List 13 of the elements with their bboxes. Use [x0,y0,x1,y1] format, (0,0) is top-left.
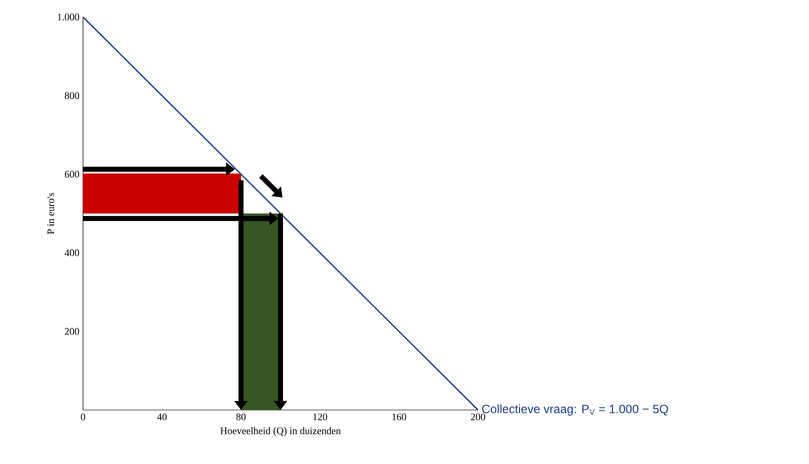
x-axis-title: Hoeveelheid (Q) in duizenden [220,427,341,436]
y-tick-label: 800 [64,92,80,99]
x-tick-label: 200 [470,414,486,420]
y-axis-title: P in euro's [47,192,54,234]
y-tick-label: 600 [64,170,80,178]
x-tick-label: 120 [313,414,328,420]
x-tick-label: 0 [80,414,86,420]
y-tick-label: 400 [64,249,80,256]
x-tick-label: 80 [236,414,246,420]
x-tick-label: 160 [392,414,406,420]
x-tick-label: 40 [157,414,167,420]
y-tick-label: 1.000 [58,14,80,20]
y-tick-label: 200 [64,328,80,335]
